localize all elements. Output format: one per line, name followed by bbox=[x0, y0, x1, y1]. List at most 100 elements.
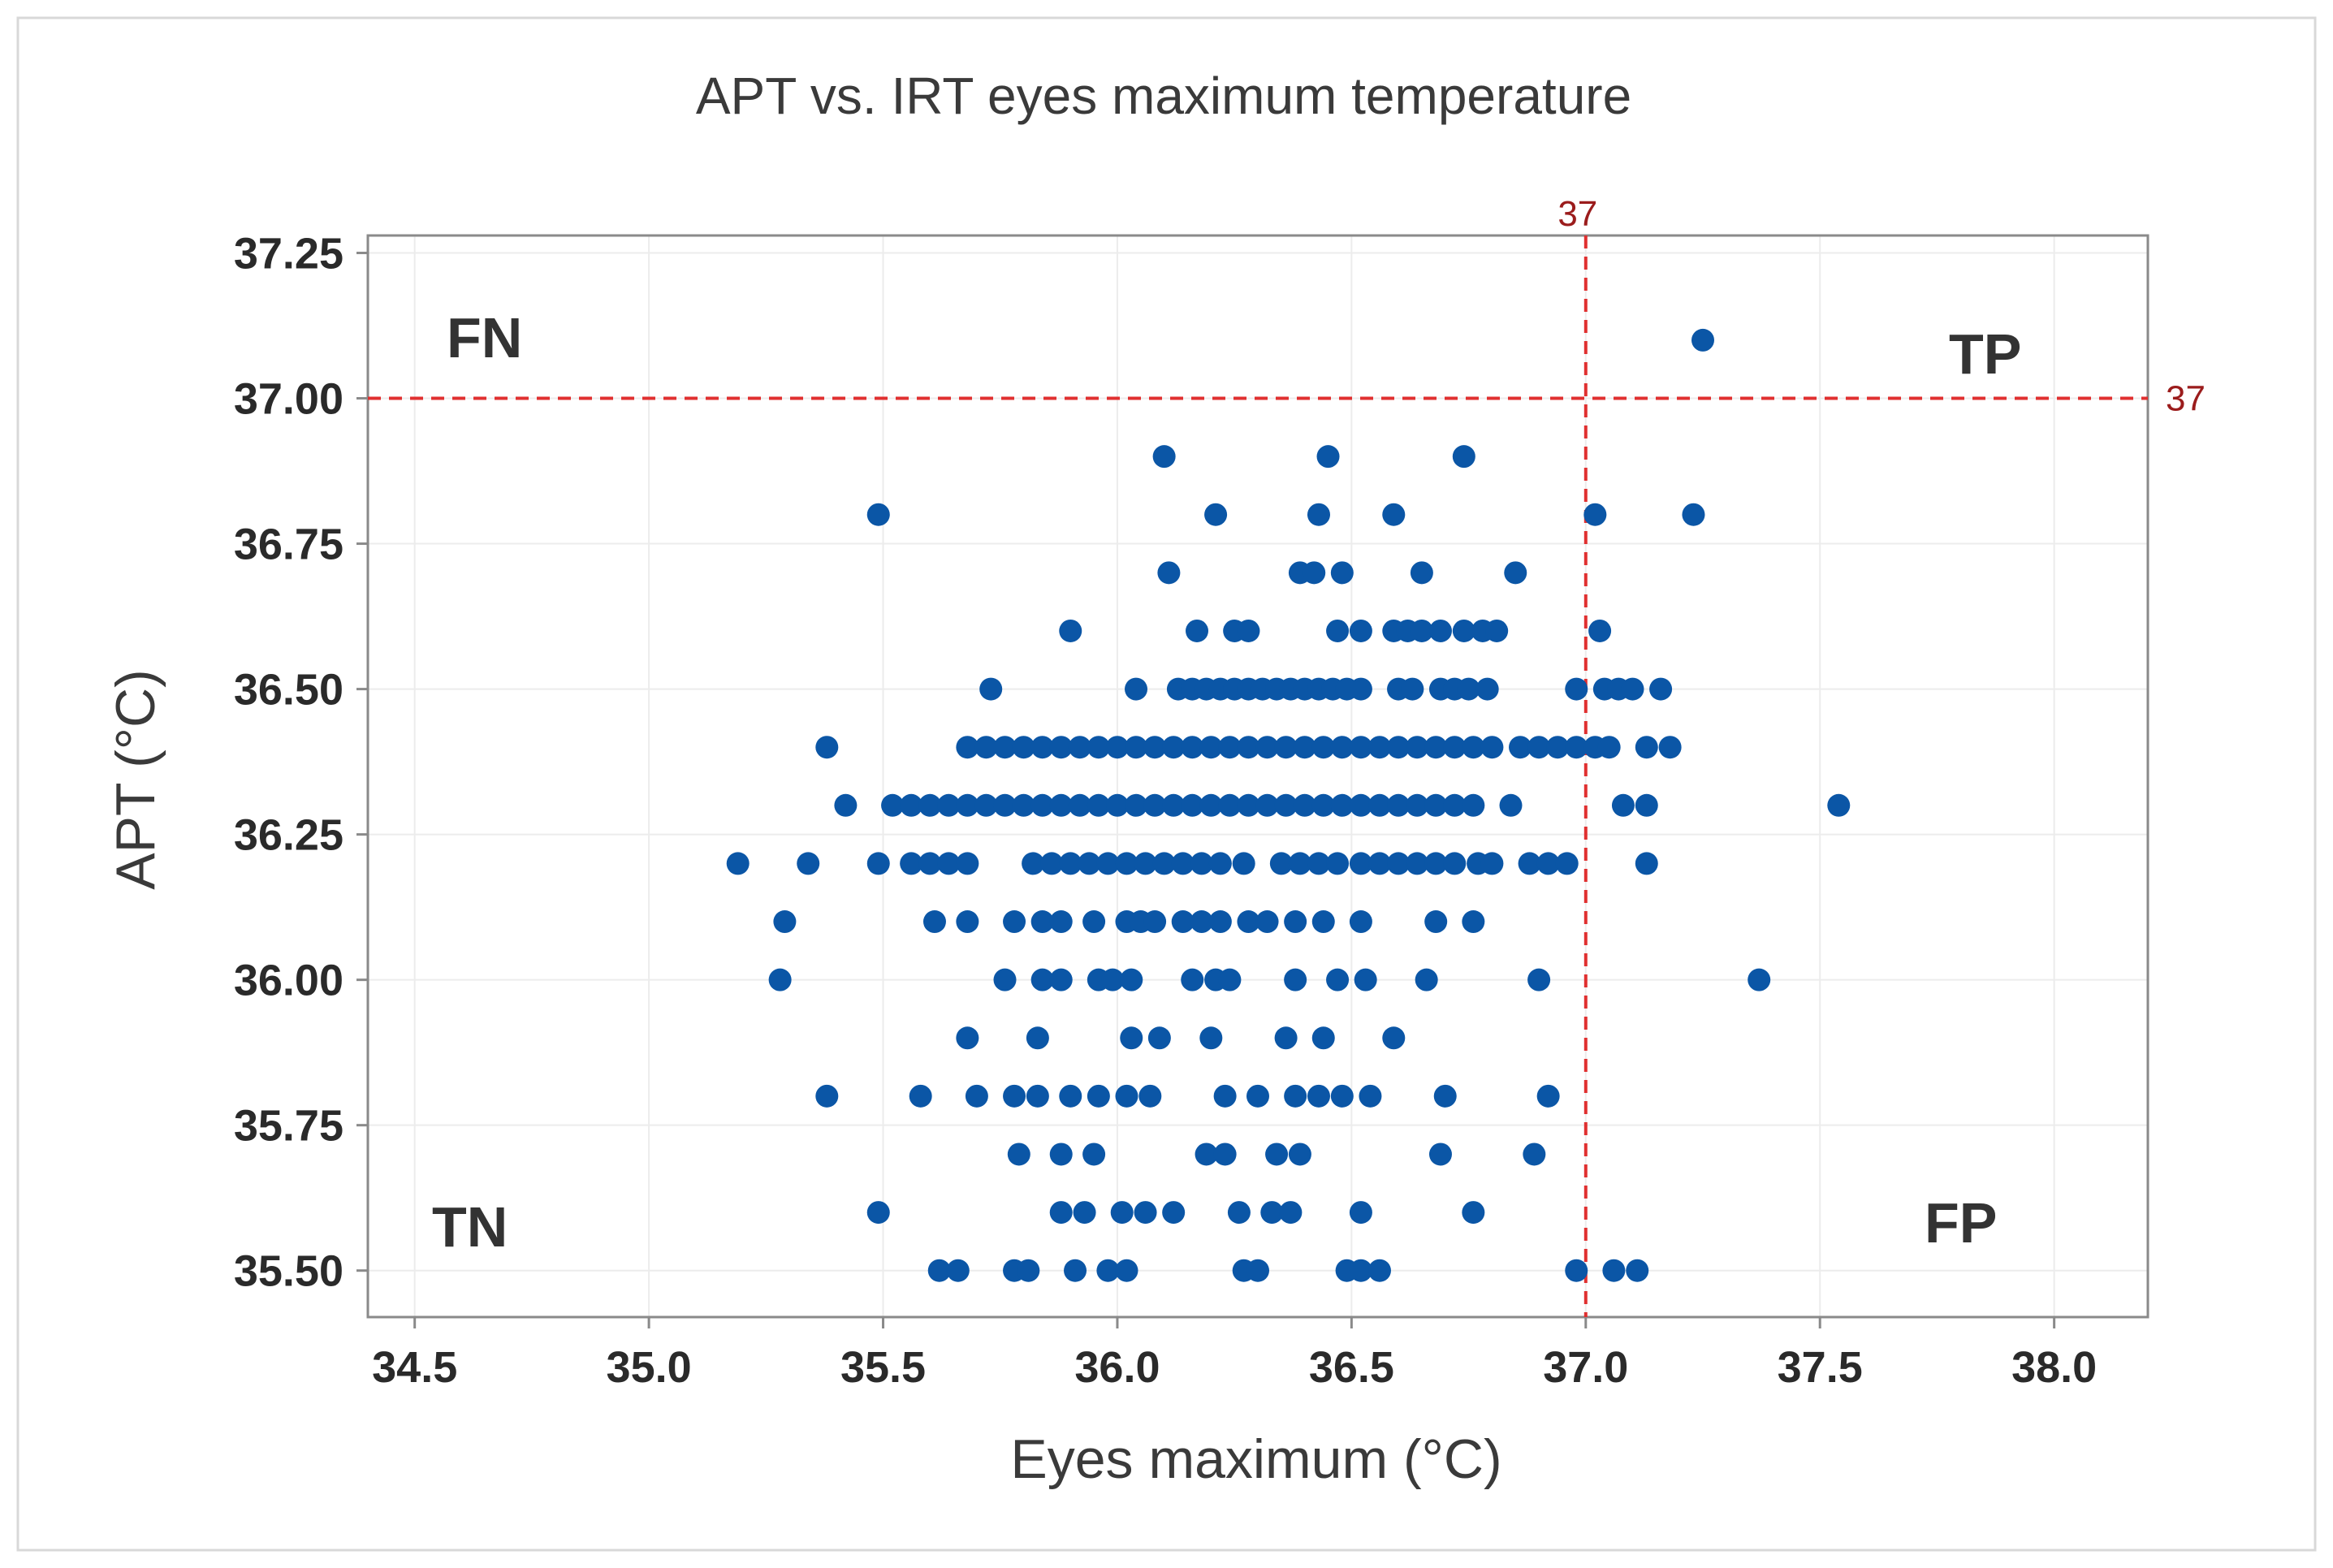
data-point bbox=[1635, 793, 1658, 817]
data-point bbox=[1049, 968, 1073, 991]
data-point bbox=[1255, 910, 1279, 934]
data-point bbox=[1406, 736, 1429, 759]
data-point bbox=[1611, 793, 1635, 817]
data-point bbox=[1059, 852, 1082, 875]
data-point bbox=[1527, 968, 1551, 991]
data-point bbox=[1208, 852, 1232, 875]
data-point bbox=[1536, 1084, 1560, 1108]
data-point bbox=[1147, 1026, 1171, 1050]
data-point bbox=[1527, 736, 1551, 759]
data-point bbox=[1293, 736, 1316, 759]
data-point bbox=[834, 793, 858, 817]
data-point bbox=[1349, 1201, 1372, 1225]
data-point bbox=[1125, 736, 1148, 759]
data-point bbox=[1181, 793, 1204, 817]
y-tick-label: 35.75 bbox=[234, 1102, 343, 1151]
data-point bbox=[1143, 910, 1167, 934]
data-point bbox=[773, 910, 797, 934]
data-point bbox=[909, 1084, 932, 1108]
data-point bbox=[1424, 852, 1448, 875]
x-axis-ticks: 34.5 35.0 35.5 36.0 36.5 37.0 37.5 38.0 bbox=[372, 1317, 2097, 1392]
data-point bbox=[993, 793, 1017, 817]
data-point bbox=[1307, 852, 1330, 875]
y-tick-label: 37.00 bbox=[234, 375, 343, 424]
data-point bbox=[1462, 910, 1485, 934]
data-point bbox=[1462, 793, 1485, 817]
data-point bbox=[1480, 852, 1504, 875]
data-point bbox=[1509, 736, 1532, 759]
data-point bbox=[1125, 677, 1148, 701]
data-point bbox=[866, 852, 890, 875]
data-point bbox=[1658, 736, 1682, 759]
data-point bbox=[1349, 910, 1372, 934]
data-point bbox=[1213, 1084, 1237, 1108]
data-point bbox=[1064, 1259, 1087, 1282]
data-point bbox=[1480, 736, 1504, 759]
data-point bbox=[1246, 1084, 1269, 1108]
data-point bbox=[1120, 968, 1143, 991]
data-point bbox=[1030, 793, 1054, 817]
data-point bbox=[956, 793, 979, 817]
data-point bbox=[1157, 561, 1181, 585]
chart-outer-frame bbox=[16, 16, 2317, 1552]
data-point bbox=[1227, 1201, 1251, 1225]
data-point bbox=[1382, 503, 1406, 526]
data-point bbox=[1181, 968, 1204, 991]
data-point bbox=[1012, 736, 1035, 759]
data-point bbox=[1367, 793, 1391, 817]
data-point bbox=[1115, 1084, 1138, 1108]
y-tick-label: 36.75 bbox=[234, 521, 343, 569]
data-point bbox=[1330, 561, 1354, 585]
data-point bbox=[1326, 619, 1350, 642]
data-point bbox=[1349, 736, 1372, 759]
x-tick-label: 35.5 bbox=[840, 1343, 926, 1392]
data-point bbox=[1433, 1084, 1457, 1108]
data-point bbox=[956, 910, 979, 934]
data-points bbox=[726, 328, 1851, 1282]
data-point bbox=[1452, 445, 1475, 469]
y-tick-label: 35.50 bbox=[234, 1247, 343, 1296]
data-point bbox=[1293, 793, 1316, 817]
data-point bbox=[1349, 1259, 1372, 1282]
x-tick-label: 35.0 bbox=[607, 1343, 692, 1392]
data-point bbox=[1359, 1084, 1382, 1108]
data-point bbox=[1499, 793, 1523, 817]
data-point bbox=[1462, 736, 1485, 759]
data-point bbox=[1195, 1143, 1218, 1166]
data-point bbox=[918, 852, 942, 875]
data-point bbox=[1087, 1084, 1110, 1108]
data-point bbox=[1279, 1201, 1303, 1225]
data-point bbox=[1367, 736, 1391, 759]
y-tick-label: 36.50 bbox=[234, 666, 343, 715]
data-point bbox=[1162, 1201, 1186, 1225]
data-point bbox=[1349, 852, 1372, 875]
data-point bbox=[1274, 736, 1298, 759]
data-point bbox=[1274, 1026, 1298, 1050]
data-point bbox=[1424, 793, 1448, 817]
data-point bbox=[1326, 852, 1350, 875]
data-point bbox=[866, 1201, 890, 1225]
data-point bbox=[993, 968, 1017, 991]
data-point bbox=[1443, 793, 1467, 817]
data-point bbox=[1288, 1143, 1311, 1166]
data-point bbox=[1748, 968, 1771, 991]
data-point bbox=[1330, 793, 1354, 817]
data-point bbox=[1274, 793, 1298, 817]
data-point bbox=[1682, 503, 1705, 526]
data-point bbox=[1138, 1084, 1162, 1108]
data-point bbox=[1003, 1084, 1026, 1108]
data-point bbox=[1565, 1259, 1588, 1282]
data-point bbox=[927, 1259, 951, 1282]
data-point bbox=[1030, 910, 1054, 934]
data-point bbox=[1030, 736, 1054, 759]
data-point bbox=[956, 1026, 979, 1050]
data-point bbox=[1003, 910, 1026, 934]
x-tick-label: 37.0 bbox=[1543, 1343, 1628, 1392]
data-point bbox=[1082, 910, 1106, 934]
data-point bbox=[993, 736, 1017, 759]
data-point bbox=[1134, 852, 1157, 875]
data-point bbox=[1199, 1026, 1223, 1050]
data-point bbox=[1162, 736, 1186, 759]
data-point bbox=[1349, 677, 1372, 701]
